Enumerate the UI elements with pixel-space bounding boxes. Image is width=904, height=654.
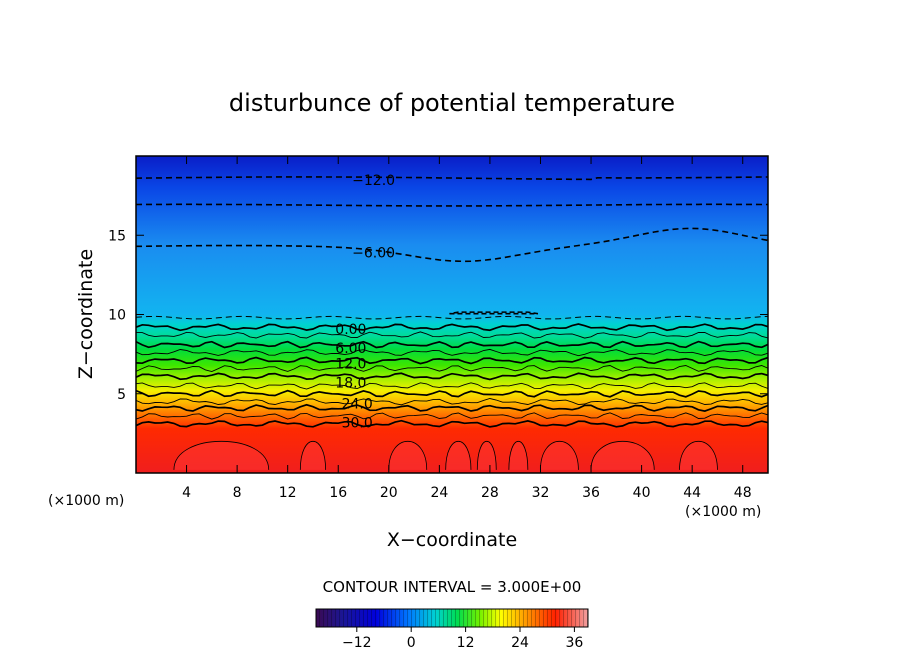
colorbar: −12 0 12 24 36 xyxy=(315,608,589,651)
contour-line-positive xyxy=(136,365,768,372)
warm-cell xyxy=(299,441,326,470)
x-tick-label: 16 xyxy=(329,485,347,501)
contour-line-negative xyxy=(136,203,768,207)
contour-label: 12.0 xyxy=(335,357,366,373)
contour-label: 30.0 xyxy=(342,415,373,431)
colorbar-tick-label: −12 xyxy=(342,635,372,651)
contour-line-positive xyxy=(136,323,768,332)
x-axis-label: X−coordinate xyxy=(387,529,517,551)
x-tick-label: 36 xyxy=(582,485,600,501)
contour-label: 6.00 xyxy=(335,341,366,357)
warm-cell xyxy=(590,440,655,470)
contour-line-positive xyxy=(136,412,768,420)
contour-line-positive xyxy=(136,398,768,406)
x-unit-right: (×1000 m) xyxy=(685,504,761,520)
warm-cell xyxy=(476,440,497,470)
warm-cell xyxy=(679,441,718,470)
colorbar-tick-label: 24 xyxy=(511,635,529,651)
contour-line-positive xyxy=(136,331,768,339)
warm-cell xyxy=(508,440,529,470)
contour-line-positive xyxy=(136,389,768,398)
contour-label: 0.00 xyxy=(335,322,366,338)
x-tick-label: 20 xyxy=(380,485,398,501)
surface-warm-anomalies xyxy=(173,440,718,470)
contour-line-positive xyxy=(136,372,768,381)
colorbar-ticks: −12 0 12 24 36 xyxy=(342,627,583,651)
chart-title: disturbunce of potential temperature xyxy=(229,89,675,117)
y-tick-label: 15 xyxy=(108,228,126,244)
contour-line-positive xyxy=(136,382,768,390)
y-axis: 5 10 15 xyxy=(108,228,768,403)
x-tick-label: 40 xyxy=(633,485,651,501)
warm-cell xyxy=(173,440,270,470)
x-unit-left: (×1000 m) xyxy=(48,493,124,509)
x-tick-label: 24 xyxy=(430,485,448,501)
x-tick-label: 8 xyxy=(233,485,242,501)
x-tick-label: 48 xyxy=(734,485,752,501)
y-axis-label: Z−coordinate xyxy=(75,249,97,379)
x-tick-label: 32 xyxy=(532,485,550,501)
colorbar-tick-label: 12 xyxy=(457,635,475,651)
contour-line-positive xyxy=(136,348,768,357)
y-tick-label: 5 xyxy=(117,387,126,403)
x-tick-label: 12 xyxy=(279,485,297,501)
warm-cell xyxy=(540,441,579,470)
contour-line-positive xyxy=(136,403,768,412)
colorbar-tick-label: 36 xyxy=(565,635,583,651)
x-tick-label: 28 xyxy=(481,485,499,501)
x-axis: 4 8 12 16 20 24 28 32 36 40 44 48 xyxy=(182,156,752,501)
contour-line-positive xyxy=(136,356,768,365)
contour-label: 18.0 xyxy=(335,376,366,392)
y-tick-label: 10 xyxy=(108,308,126,324)
contour-line-positive xyxy=(136,419,768,428)
contour-lines xyxy=(136,176,768,428)
contour-label: −12.0 xyxy=(352,173,395,189)
contour-label: 24.0 xyxy=(342,396,373,412)
warm-cell xyxy=(445,441,472,470)
colorbar-stripes xyxy=(316,609,588,627)
contour-interval-text: CONTOUR INTERVAL = 3.000E+00 xyxy=(323,578,582,596)
contour-label: −6.00 xyxy=(352,246,395,262)
contour-line-negative xyxy=(136,315,768,320)
colorbar-frame xyxy=(315,608,589,628)
contour-line-negative xyxy=(136,176,768,181)
warm-cell xyxy=(388,441,428,470)
contour-line-positive xyxy=(136,340,768,349)
contour-line-closed xyxy=(449,311,539,315)
colorbar-tick-label: 0 xyxy=(407,635,416,651)
contour-line-negative xyxy=(136,227,768,263)
x-tick-label: 4 xyxy=(182,485,191,501)
x-tick-label: 44 xyxy=(683,485,701,501)
